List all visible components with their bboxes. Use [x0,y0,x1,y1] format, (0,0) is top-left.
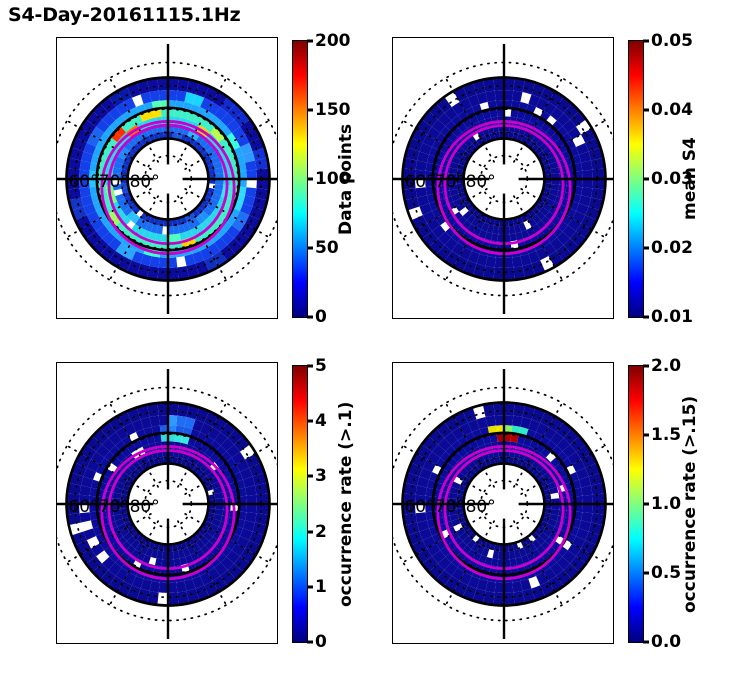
colorbar-tick-mark [307,419,313,423]
colorbar-gradient [293,366,307,642]
radial-tick-label: 70° [435,497,465,517]
colorbar-gradient [629,366,643,642]
colorbar-tick-mark [307,108,313,112]
colorbar-tick-label: 0.5 [651,563,682,583]
panel-data-points-colorbar-title: Data points [336,123,356,235]
radial-tick-label: 60° [68,172,98,192]
panel-occurrence-rate-015-radial-tick-labels: 60° 70° 80° [404,497,495,517]
colorbar-tick-label: 4 [315,411,327,432]
colorbar-tick-label: 0 [315,307,327,327]
colorbar-tick-mark [307,585,313,589]
colorbar-tick-label: 0.04 [651,100,693,120]
radial-tick-label: 60° [68,497,98,517]
colorbar-tick-label: 150 [315,100,351,120]
colorbar-tick-mark [307,474,313,478]
colorbar-tick-label: 200 [315,31,351,51]
radial-tick-label: 60° [404,172,434,192]
colorbar-tick-mark [307,39,313,43]
panel-occurrence-rate-015-colorbar: 0.0 0.5 1.0 1.5 2.0 [628,356,681,652]
colorbar-tick-mark [643,315,649,319]
radial-tick-label: 80° [130,172,160,192]
colorbar-tick-mark [643,246,649,250]
colorbar-tick-label: 1.0 [651,494,682,514]
panel-data-points-radial-tick-labels: 60° 70° 80° [68,172,159,192]
colorbar-tick-label: 3 [315,466,327,487]
panel-data-points-colorbar: 0 50 100 150 200 [292,31,351,327]
colorbar-tick-mark [307,364,313,368]
colorbar-tick-mark [307,640,313,644]
colorbar-tick-label: 2 [315,521,327,542]
colorbar-tick-mark [643,108,649,112]
panel-occurrence-rate-01-pole-hole [153,489,183,519]
radial-tick-label: 70° [99,172,129,192]
colorbar-tick-label: 0.05 [651,31,693,51]
colorbar-tick-mark [307,315,313,319]
panel-occurrence-rate-01-radial-tick-labels: 60° 70° 80° [68,497,159,517]
panel-occurrence-rate-015-axes: 60° 70° 80° [392,362,614,644]
colorbar-tick-label: 2.0 [651,356,682,376]
colorbar-tick-mark [307,246,313,250]
panel-data-points-axes: 60° 70° 80° [56,37,278,319]
panel-mean-s4-pole-hole [489,164,519,194]
colorbar-tick-mark [307,177,313,181]
radial-tick-label: 70° [99,497,129,517]
colorbar-tick-label: 50 [315,238,339,258]
colorbar-tick-label: 100 [315,169,351,189]
panel-mean-s4-colorbar: 0.01 0.02 0.03 0.04 0.05 [628,31,693,327]
panel-occurrence-rate-015-colorbar-title: occurrence rate (>.15) [680,395,700,613]
colorbar-tick-label: 0 [315,632,327,652]
colorbar-tick-mark [307,530,313,534]
colorbar-tick-label: 0.0 [651,632,682,652]
colorbar-tick-label: 0.03 [651,169,693,189]
radial-tick-label: 80° [130,497,160,517]
colorbar-gradient [293,41,307,317]
colorbar-gradient [629,41,643,317]
radial-tick-label: 70° [435,172,465,192]
colorbar-tick-label: 5 [315,356,327,376]
panel-occurrence-rate-01-colorbar: 0 1 2 3 4 5 [292,356,327,652]
panel-data-points-pole-hole [153,164,183,194]
radial-tick-label: 60° [404,497,434,517]
panel-occurrence-rate-01-colorbar-title: occurrence rate (>.1) [336,401,356,607]
colorbar-tick-mark [643,433,649,437]
colorbar-tick-label: 1.5 [651,425,682,445]
colorbar-tick-label: 0.02 [651,238,693,258]
figure-title: S4-Day-20161115.1Hz [8,4,241,26]
colorbar-tick-mark [643,640,649,644]
panel-mean-s4-heatmap-cells [402,77,606,281]
colorbar-tick-label: 1 [315,576,327,597]
colorbar-tick-label: 0.01 [651,307,693,327]
panel-occurrence-rate-01-axes: 60° 70° 80° [56,362,278,644]
radial-tick-label: 80° [466,172,496,192]
colorbar-tick-mark [643,39,649,43]
panel-mean-s4-axes: 60° 70° 80° [392,37,614,319]
panel-mean-s4-colorbar-title: mean S4 [680,137,700,221]
colorbar-tick-mark [643,364,649,368]
radial-tick-label: 80° [466,497,496,517]
colorbar-tick-mark [643,177,649,181]
colorbar-tick-mark [643,571,649,575]
colorbar-tick-mark [643,502,649,506]
panel-occurrence-rate-015-pole-hole [489,489,519,519]
panel-mean-s4-radial-tick-labels: 60° 70° 80° [404,172,495,192]
